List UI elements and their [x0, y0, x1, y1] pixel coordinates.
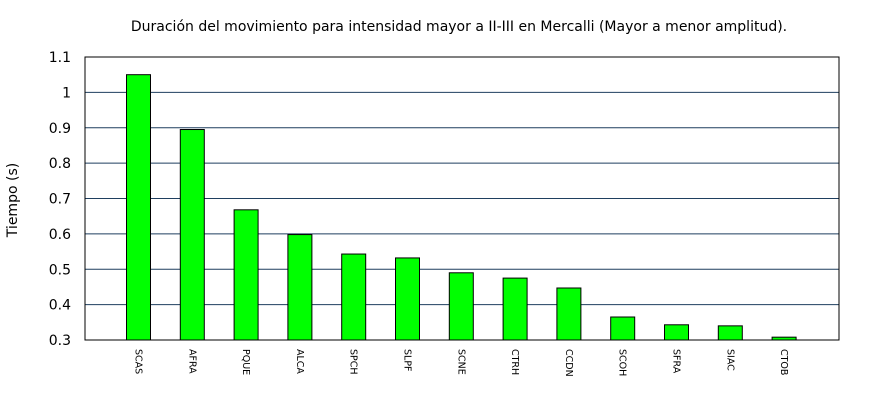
y-tick-label: 0.9: [49, 121, 71, 137]
x-tick-label: SFRA: [671, 349, 682, 374]
y-tick-labels: 0.3 0.4 0.5 0.6 0.7 0.8 0.9 1 1.1: [49, 50, 71, 349]
x-tick-label: CCDN: [563, 349, 574, 377]
bars: [126, 74, 797, 341]
x-tick-labels: SCAS AFRA PQUE ALCA SPCH SLPF SCNE CTRH CCDN SCOH…: [133, 349, 790, 377]
bar: [556, 287, 582, 341]
y-tick-label: 0.5: [49, 262, 71, 278]
x-tick-label: SCOH: [617, 349, 628, 376]
y-tick-label: 0.8: [49, 156, 71, 172]
y-tick-label: 0.4: [49, 298, 71, 314]
bar: [341, 253, 367, 341]
x-tick-label: SPCH: [348, 349, 359, 375]
bar: [179, 129, 205, 341]
bar: [126, 74, 151, 341]
x-tick-label: CTOB: [778, 349, 789, 375]
y-tick-label: 0.7: [49, 192, 71, 208]
x-tick-label: CTRH: [509, 349, 520, 375]
bar: [610, 316, 636, 341]
bar: [717, 325, 743, 341]
gridlines: [85, 91, 839, 306]
bar: [664, 324, 689, 341]
bar: [233, 209, 259, 341]
plot-frame: [84, 56, 840, 341]
bar: [287, 234, 313, 341]
bar: [395, 257, 420, 341]
x-tick-label: PQUE: [240, 349, 251, 375]
y-tick-label: 1: [62, 85, 71, 101]
x-tick-label: SLPF: [402, 349, 413, 372]
y-tick-label: 0.6: [49, 227, 71, 243]
y-tick-label: 1.1: [49, 50, 71, 66]
bar: [502, 277, 528, 341]
bar: [448, 272, 474, 341]
x-tick-label: SIAC: [724, 349, 735, 371]
y-axis-label: Tiempo (s): [5, 163, 21, 238]
y-tick-label: 0.3: [49, 333, 71, 349]
x-tick-label: AFRA: [186, 349, 197, 374]
x-tick-label: SCAS: [133, 349, 144, 374]
chart-title: Duración del movimiento para intensidad …: [131, 19, 787, 35]
x-tick-label: SCNE: [455, 349, 466, 375]
x-tick-label: ALCA: [294, 349, 305, 374]
